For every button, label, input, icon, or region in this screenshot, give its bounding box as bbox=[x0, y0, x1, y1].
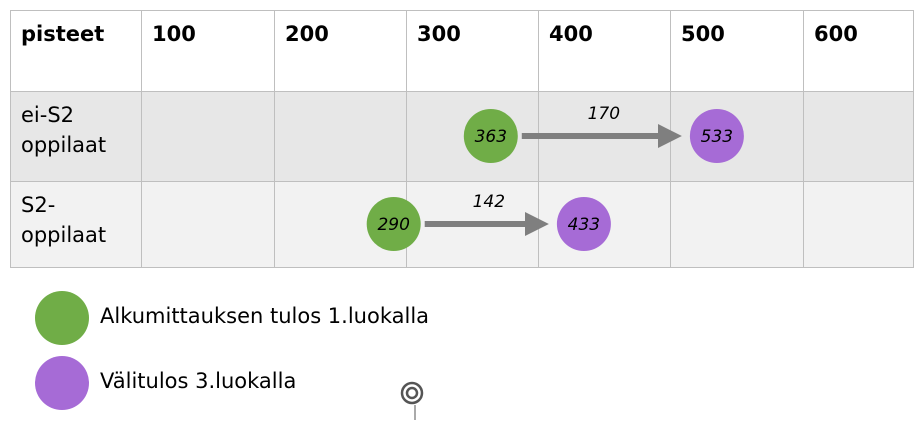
score-marker bbox=[463, 109, 518, 163]
cell bbox=[141, 181, 275, 268]
header-cell: 400 bbox=[538, 10, 671, 92]
score-label: 533 bbox=[701, 127, 733, 147]
cell bbox=[803, 181, 914, 268]
cell bbox=[141, 91, 275, 182]
legend-swatch bbox=[35, 291, 89, 345]
score-label: 433 bbox=[568, 215, 600, 235]
score-label: 363 bbox=[475, 127, 507, 147]
cell bbox=[670, 181, 804, 268]
header-cell: 500 bbox=[670, 10, 804, 92]
gain-label: 170 bbox=[588, 104, 620, 124]
legend-label: Välitulos 3.luokalla bbox=[100, 369, 297, 393]
cell bbox=[803, 91, 914, 182]
row-label: S2- oppilaat bbox=[10, 181, 142, 268]
table-body: ei-S2 oppilaat S2- oppilaat bbox=[10, 91, 914, 268]
score-marker bbox=[689, 109, 744, 163]
legend-label: Alkumittauksen tulos 1.luokalla bbox=[100, 304, 430, 328]
cell bbox=[274, 91, 407, 182]
header-row: pisteet 100 200 300 400 500 600 bbox=[10, 10, 914, 92]
score-label: 290 bbox=[377, 215, 409, 235]
score-marker bbox=[556, 197, 611, 251]
header-cell: 600 bbox=[803, 10, 914, 92]
header-cell: pisteet bbox=[10, 10, 142, 92]
row-label: ei-S2 oppilaat bbox=[10, 91, 142, 182]
reset-icon bbox=[400, 381, 424, 420]
legend-swatch bbox=[35, 356, 89, 410]
score-marker bbox=[366, 197, 421, 251]
gain-label: 142 bbox=[473, 192, 505, 212]
score-table: pisteet 100 200 300 400 500 600 ei-S2 oppilaat… bbox=[10, 10, 914, 268]
header-cell: 300 bbox=[406, 10, 539, 92]
